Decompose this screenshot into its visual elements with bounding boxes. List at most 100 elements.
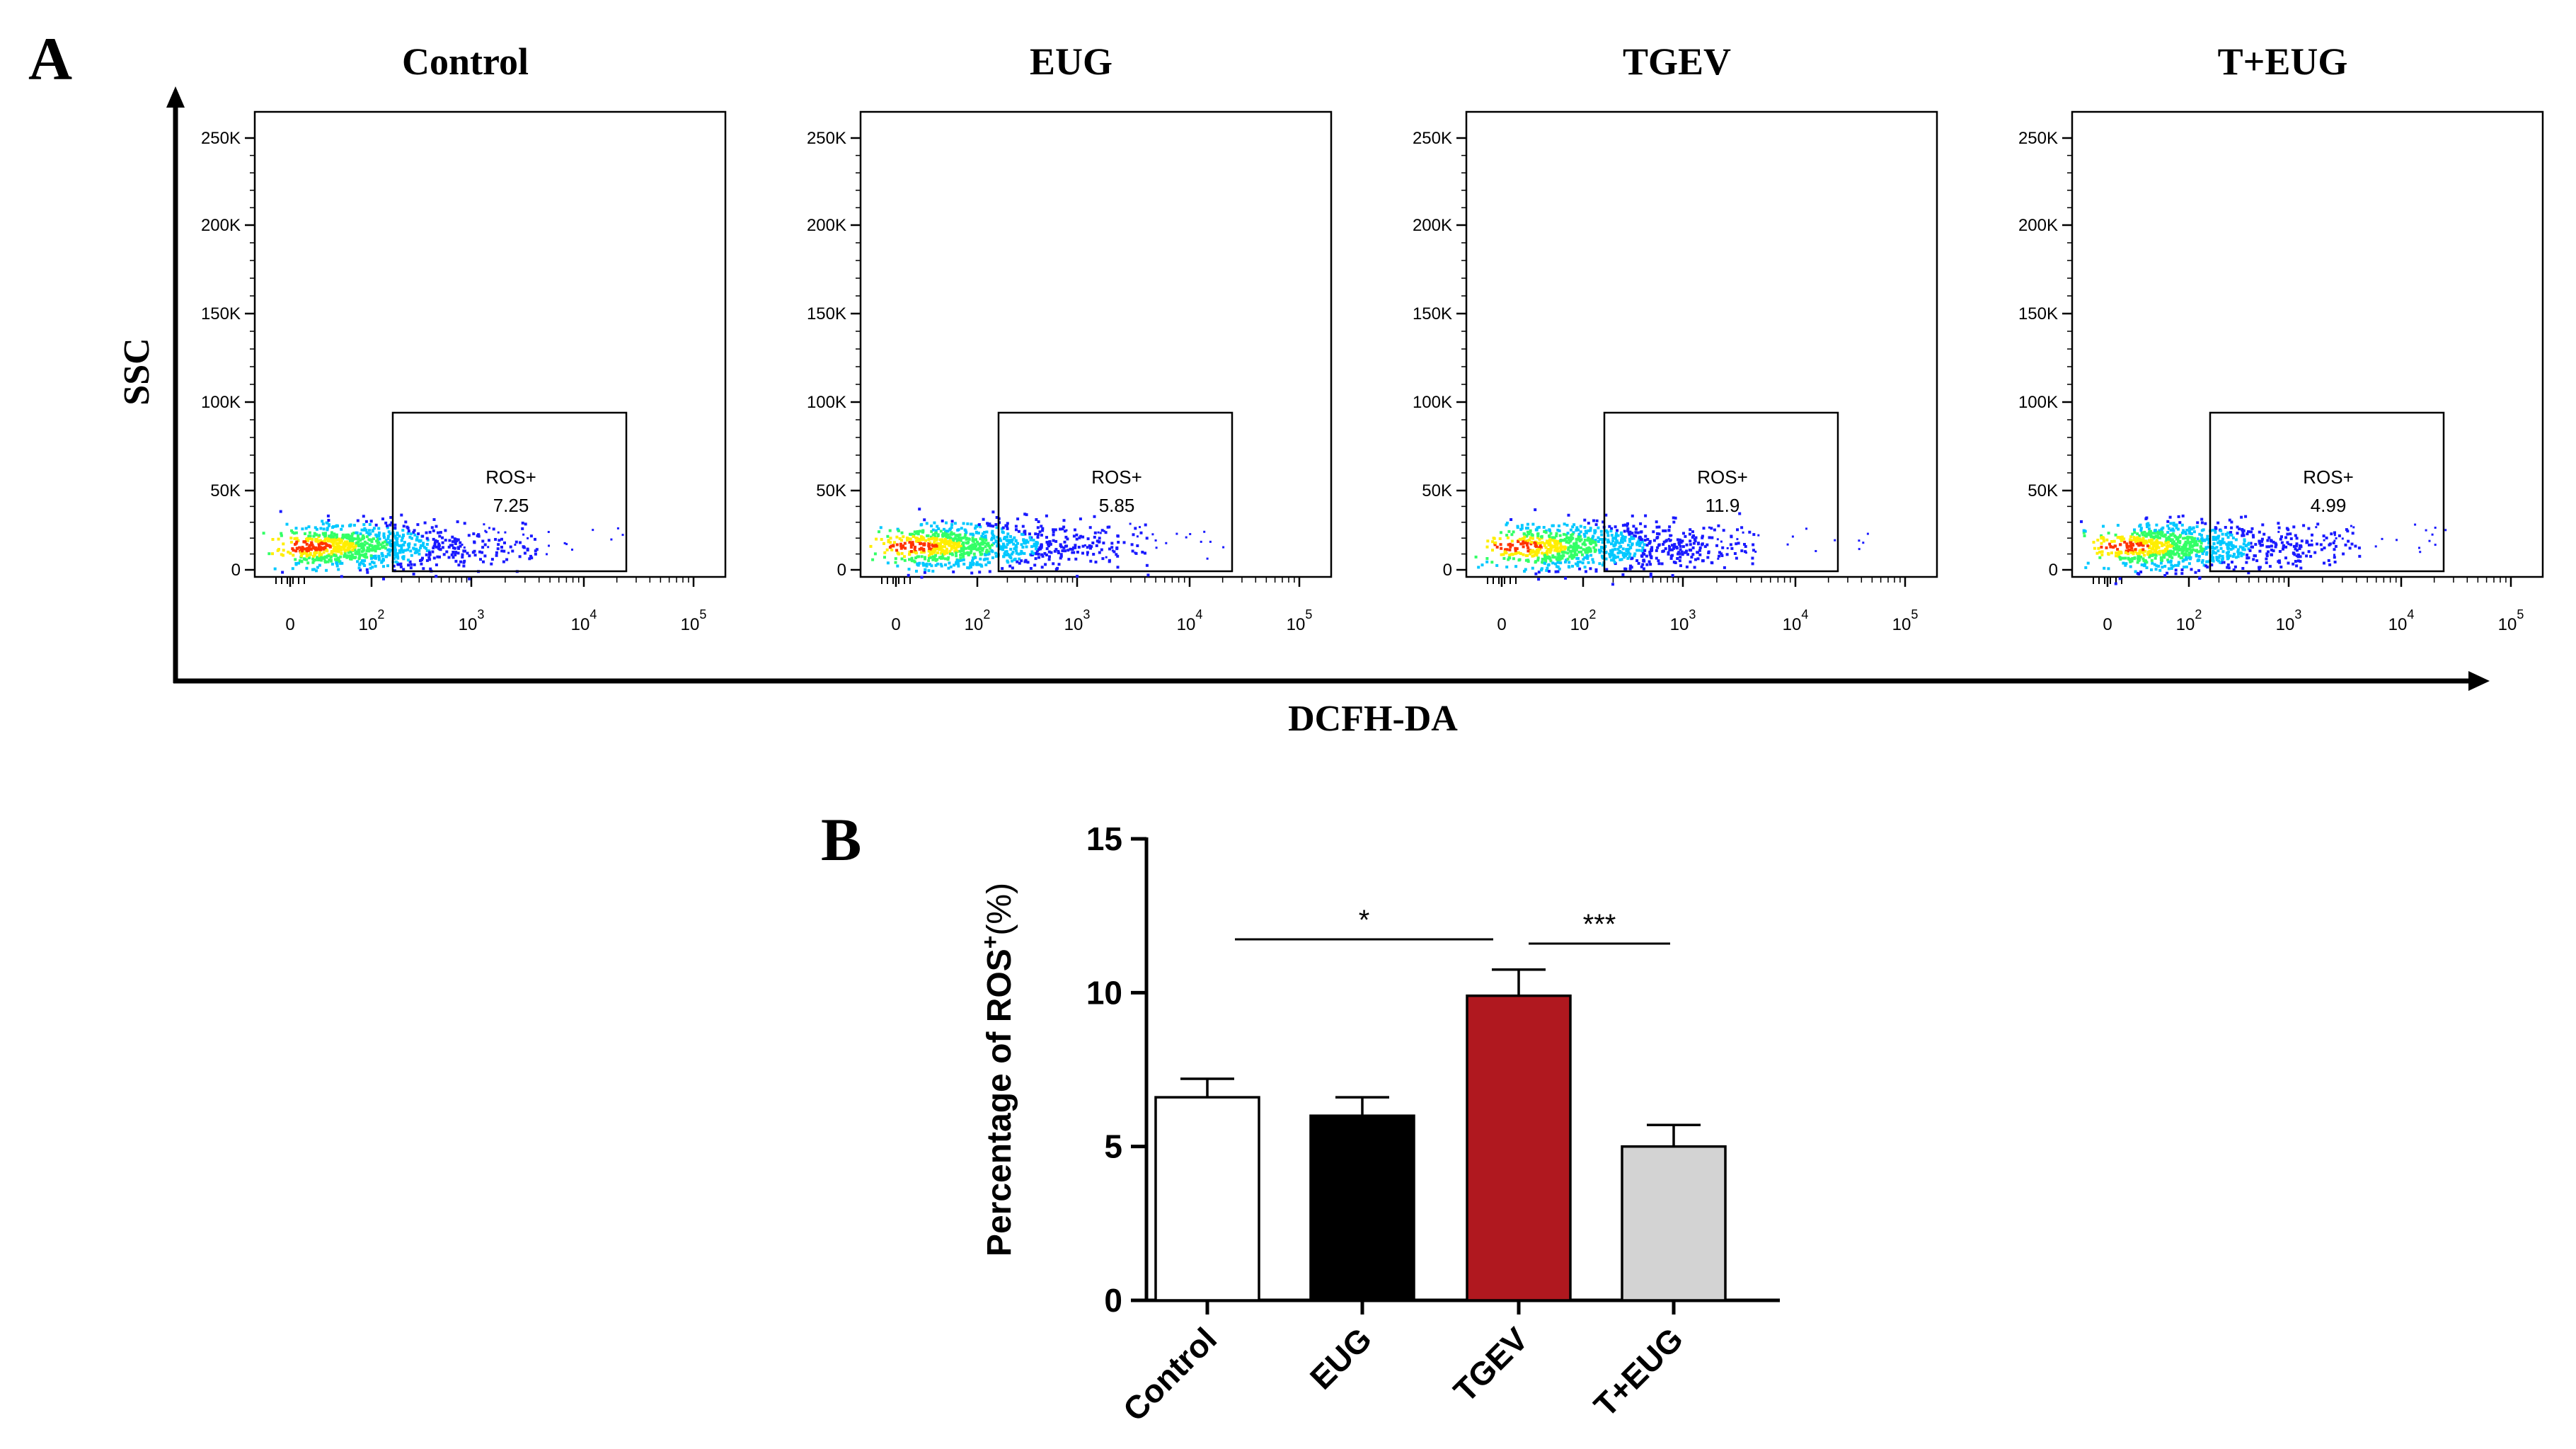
- flow-event-dot: [1626, 556, 1630, 560]
- flow-event-dot: [979, 525, 982, 529]
- flow-event-dot: [1061, 549, 1064, 553]
- flow-event-dot: [2105, 538, 2109, 542]
- flow-event-dot: [2184, 546, 2187, 549]
- flow-event-dot: [1200, 540, 1202, 543]
- flow-event-dot: [2190, 551, 2193, 554]
- flow-event-dot: [1591, 558, 1594, 561]
- flow-event-dot: [910, 556, 914, 560]
- flow-event-dot: [430, 526, 434, 529]
- flow-y-tick-label: 0: [837, 561, 846, 580]
- flow-event-dot: [2225, 533, 2229, 537]
- flow-event-dot: [420, 562, 423, 566]
- flow-event-dot: [2100, 534, 2103, 537]
- flow-event-dot: [2305, 554, 2308, 558]
- flow-plot-title: TGEV: [1623, 40, 1731, 83]
- flow-x-tick-label: 104: [2388, 607, 2415, 634]
- flow-event-dot: [936, 562, 939, 566]
- flow-event-dot: [974, 538, 977, 542]
- flow-event-dot: [919, 523, 923, 527]
- flow-event-dot: [1688, 532, 1691, 536]
- flow-event-dot: [2236, 548, 2240, 551]
- flow-event-dot: [1030, 550, 1034, 554]
- flow-event-dot: [2144, 539, 2147, 543]
- flow-event-dot: [2374, 545, 2377, 548]
- flow-event-dot: [1689, 539, 1692, 543]
- flow-event-dot: [948, 552, 952, 556]
- flow-event-dot: [2166, 548, 2169, 551]
- flow-event-dot: [1655, 556, 1658, 560]
- flow-event-dot: [918, 529, 921, 533]
- flow-event-dot: [262, 532, 265, 535]
- flow-event-dot: [948, 528, 952, 532]
- flow-event-dot: [287, 550, 290, 554]
- flow-event-dot: [1485, 560, 1489, 563]
- flow-event-dot: [1110, 542, 1114, 545]
- flow-event-dot: [1858, 548, 1861, 551]
- flow-event-dot: [1679, 548, 1682, 551]
- flow-event-dot: [2136, 539, 2139, 543]
- flow-event-dot: [2192, 548, 2195, 551]
- flow-event-dot: [1553, 544, 1556, 548]
- flow-event-dot: [2150, 568, 2153, 571]
- flow-event-dot: [323, 539, 327, 543]
- flow-event-dot: [462, 564, 466, 568]
- flow-event-dot: [1524, 568, 1527, 571]
- flow-event-dot: [329, 535, 333, 539]
- flow-event-dot: [939, 546, 943, 550]
- flow-event-dot: [335, 536, 338, 539]
- flow-event-dot: [502, 549, 506, 553]
- flow-event-dot: [2212, 556, 2215, 559]
- flow-event-dot: [1053, 549, 1057, 553]
- flow-event-dot: [954, 534, 958, 537]
- flow-event-dot: [1004, 536, 1006, 539]
- flow-event-dot: [971, 559, 974, 563]
- flow-event-dot: [1579, 525, 1582, 528]
- flow-event-dot: [402, 568, 406, 571]
- flow-event-dot: [942, 532, 945, 535]
- flow-event-dot: [938, 538, 942, 542]
- flow-event-dot: [408, 536, 412, 539]
- flow-event-dot: [902, 545, 905, 549]
- flow-y-tick-label: 0: [2049, 561, 2058, 580]
- flow-event-dot: [2143, 530, 2146, 534]
- flow-event-dot: [969, 532, 972, 536]
- flow-event-dot: [1015, 528, 1018, 532]
- flow-event-dot: [2333, 556, 2336, 559]
- flow-event-dot: [2227, 541, 2231, 544]
- flow-event-dot: [2214, 531, 2217, 534]
- flow-event-dot: [959, 539, 962, 542]
- flow-event-dot: [335, 561, 338, 564]
- flow-event-dot: [1048, 540, 1052, 544]
- flow-event-dot: [2185, 558, 2188, 561]
- flow-event-dot: [322, 547, 326, 551]
- flow-event-dot: [2255, 559, 2259, 563]
- flow-event-dot: [328, 523, 330, 527]
- flow-event-dot: [381, 517, 384, 521]
- flow-event-dot: [2234, 538, 2238, 542]
- flow-event-dot: [325, 568, 328, 572]
- flow-event-dot: [421, 544, 425, 547]
- flow-event-dot: [1076, 551, 1079, 554]
- flow-event-dot: [971, 537, 974, 540]
- flow-event-dot: [949, 532, 953, 536]
- flow-event-dot: [1526, 527, 1529, 530]
- flow-event-dot: [1670, 534, 1673, 537]
- flow-event-dot: [974, 530, 978, 534]
- flow-event-dot: [454, 538, 457, 542]
- flow-event-dot: [957, 534, 960, 537]
- flow-x-tick-label: 104: [1177, 607, 1203, 634]
- flow-event-dot: [1599, 529, 1603, 533]
- flow-event-dot: [2310, 543, 2313, 546]
- flow-event-dot: [365, 568, 369, 571]
- flow-event-dot: [1078, 536, 1081, 539]
- flow-event-dot: [2195, 539, 2197, 543]
- flow-event-dot: [1565, 559, 1568, 562]
- flow-event-dot: [2226, 543, 2229, 546]
- flow-event-dot: [977, 523, 981, 527]
- flow-event-dot: [1493, 543, 1497, 546]
- flow-event-dot: [2170, 542, 2174, 545]
- flow-event-dot: [889, 537, 892, 540]
- flow-event-dot: [930, 547, 933, 551]
- flow-event-dot: [1052, 528, 1055, 532]
- flow-event-dot: [1541, 558, 1545, 561]
